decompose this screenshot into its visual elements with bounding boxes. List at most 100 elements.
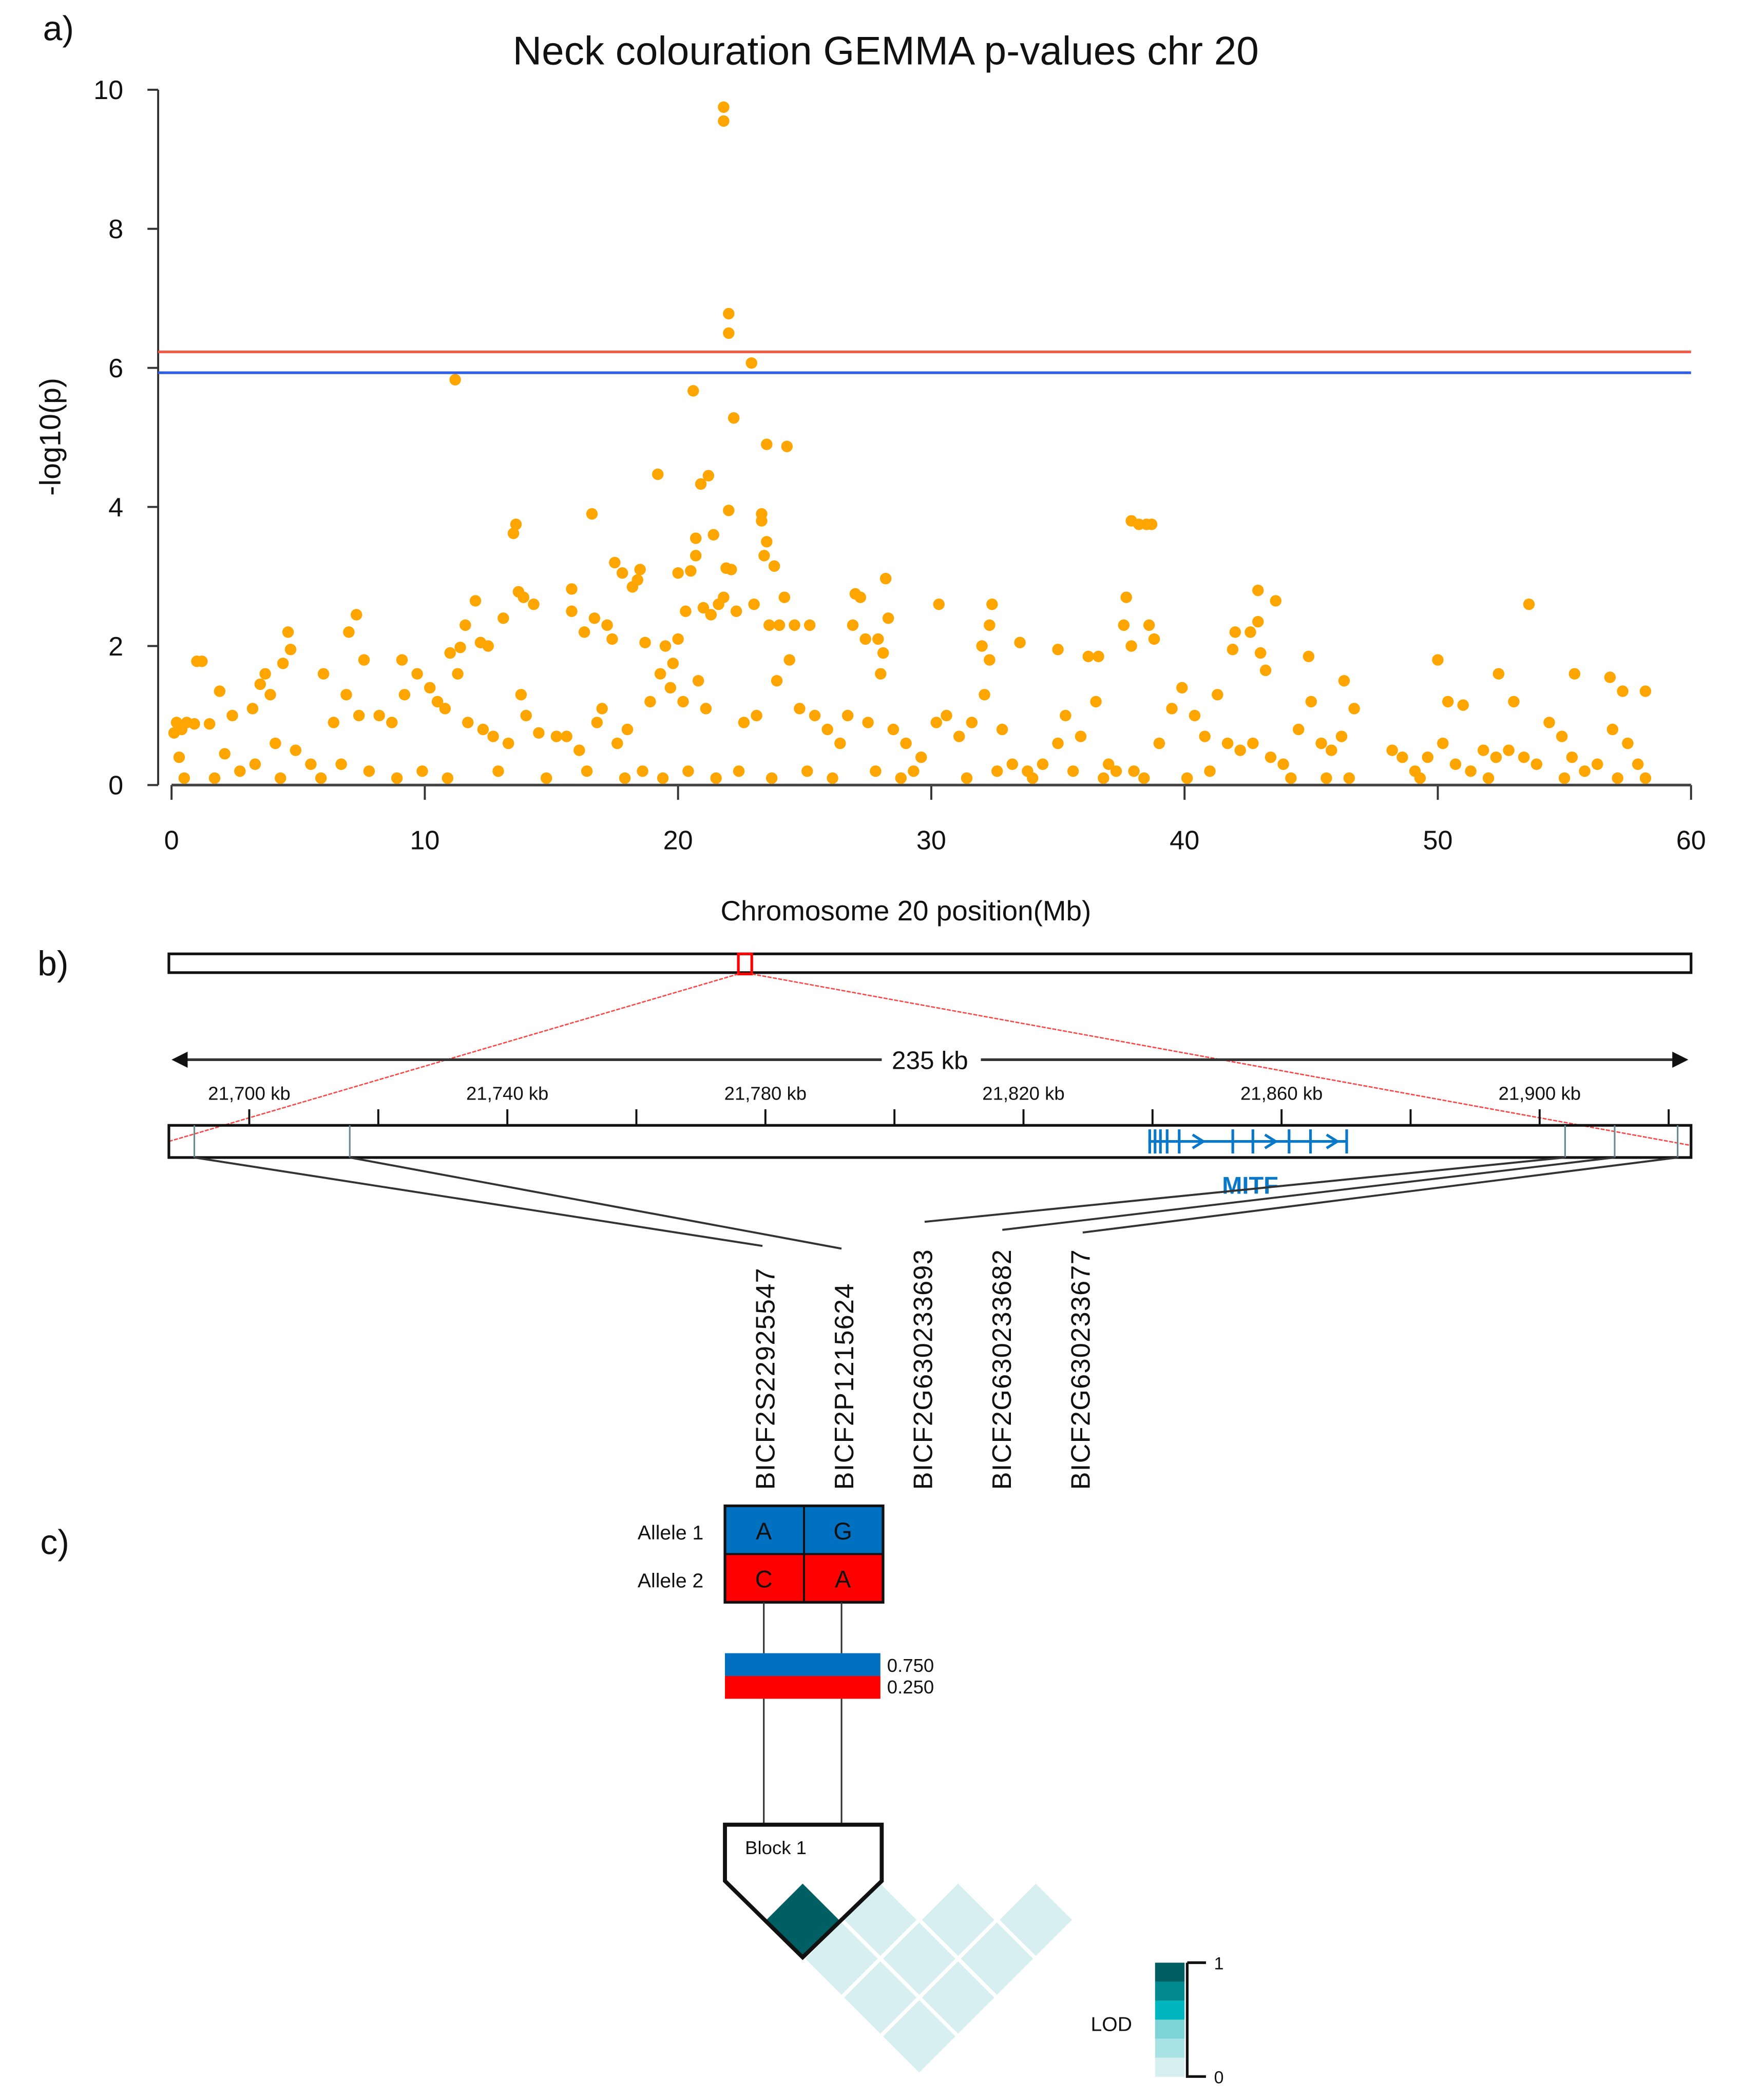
- data-point: [1247, 737, 1259, 749]
- data-point: [700, 703, 712, 715]
- data-point: [862, 717, 874, 728]
- region-highlight: [737, 952, 753, 975]
- data-point: [697, 602, 710, 614]
- data-point: [768, 560, 780, 572]
- data-point: [1075, 730, 1087, 742]
- kb-tick-label: 21,740 kb: [466, 1083, 548, 1104]
- data-point: [1558, 772, 1571, 784]
- ld-cell: [805, 1922, 878, 1995]
- data-point: [340, 689, 352, 701]
- data-point: [1303, 650, 1315, 663]
- snp-markers: [193, 1125, 1679, 1158]
- data-point: [1052, 644, 1064, 656]
- data-point: [657, 772, 669, 784]
- allele1-snp2: G: [833, 1517, 852, 1545]
- data-point: [351, 609, 362, 621]
- data-point: [178, 772, 190, 784]
- data-point: [659, 640, 672, 652]
- data-point: [518, 591, 530, 603]
- data-point: [168, 727, 180, 739]
- data-point: [1259, 664, 1272, 677]
- data-point: [353, 709, 365, 722]
- data-point: [1386, 744, 1398, 756]
- data-point: [1093, 650, 1104, 663]
- data-point: [601, 619, 613, 631]
- data-point: [723, 327, 735, 339]
- data-point: [1176, 682, 1188, 693]
- data-point: [460, 619, 471, 631]
- data-point: [616, 567, 628, 579]
- data-point: [730, 605, 742, 617]
- points-layer: [168, 101, 1652, 784]
- mitf-gene-model: [1148, 1129, 1348, 1154]
- data-point: [591, 717, 603, 728]
- data-point: [282, 626, 294, 638]
- data-point: [606, 633, 618, 645]
- data-point: [634, 564, 646, 575]
- y-axis-label: -log10(p): [34, 378, 67, 496]
- data-point: [1343, 772, 1355, 784]
- data-point: [578, 626, 590, 638]
- data-point: [1632, 758, 1644, 770]
- data-point: [1181, 772, 1193, 784]
- data-point: [1252, 584, 1264, 596]
- gene-label: MITF: [1222, 1171, 1278, 1199]
- data-point: [1153, 737, 1165, 749]
- data-point: [497, 612, 509, 624]
- data-point: [411, 668, 423, 680]
- data-point: [1518, 751, 1530, 763]
- data-point: [566, 605, 578, 617]
- data-point: [631, 574, 643, 586]
- data-point: [961, 772, 973, 784]
- data-point: [188, 718, 200, 730]
- data-point: [203, 718, 216, 730]
- data-point: [966, 717, 978, 728]
- data-point: [1221, 737, 1234, 749]
- data-point: [226, 709, 238, 722]
- data-point: [621, 723, 634, 736]
- data-point: [720, 562, 732, 574]
- data-point: [882, 612, 894, 624]
- zoom-line-left: [168, 973, 739, 1142]
- data-point: [1566, 751, 1578, 763]
- data-point: [1492, 668, 1505, 680]
- data-point: [214, 685, 226, 697]
- kb-tick-label: 21,820 kb: [982, 1083, 1064, 1104]
- snp-labels: BICF2S22925547 BICF2P1215624 BICF2G6302336…: [751, 1249, 1096, 1490]
- snp-label: BICF2G630233682: [987, 1249, 1017, 1490]
- data-point: [984, 654, 996, 666]
- haplotype-connectors: [763, 1602, 843, 1825]
- data-point: [783, 654, 795, 666]
- y-tick-label: 10: [93, 75, 123, 105]
- data-point: [469, 595, 482, 607]
- allele2-snp1: C: [755, 1566, 773, 1593]
- lod-swatch: [1155, 1981, 1185, 2001]
- data-point: [690, 532, 702, 544]
- ld-cell: [883, 2000, 955, 2073]
- y-tick-label: 8: [108, 215, 123, 244]
- data-point: [1098, 772, 1109, 784]
- data-point: [1639, 772, 1652, 784]
- data-point: [386, 717, 398, 728]
- data-point: [396, 654, 408, 666]
- data-point: [637, 765, 648, 777]
- data-point: [234, 765, 246, 777]
- freq-allele1: 0.750: [887, 1655, 934, 1676]
- data-point: [773, 619, 786, 631]
- data-point: [1612, 772, 1623, 784]
- data-point: [1305, 696, 1317, 708]
- snp-label: BICF2P1215624: [830, 1283, 859, 1490]
- freq-bar-allele2: [725, 1675, 880, 1699]
- data-point: [1265, 751, 1277, 763]
- data-point: [528, 598, 540, 610]
- data-point: [290, 744, 302, 756]
- data-point: [1245, 626, 1256, 638]
- data-point: [644, 696, 656, 708]
- panel-label-c: c): [40, 1523, 69, 1562]
- data-point: [809, 709, 821, 722]
- data-point: [1326, 744, 1337, 756]
- data-point: [870, 765, 882, 777]
- data-point: [173, 751, 185, 763]
- data-point: [872, 633, 884, 645]
- data-point: [305, 758, 317, 770]
